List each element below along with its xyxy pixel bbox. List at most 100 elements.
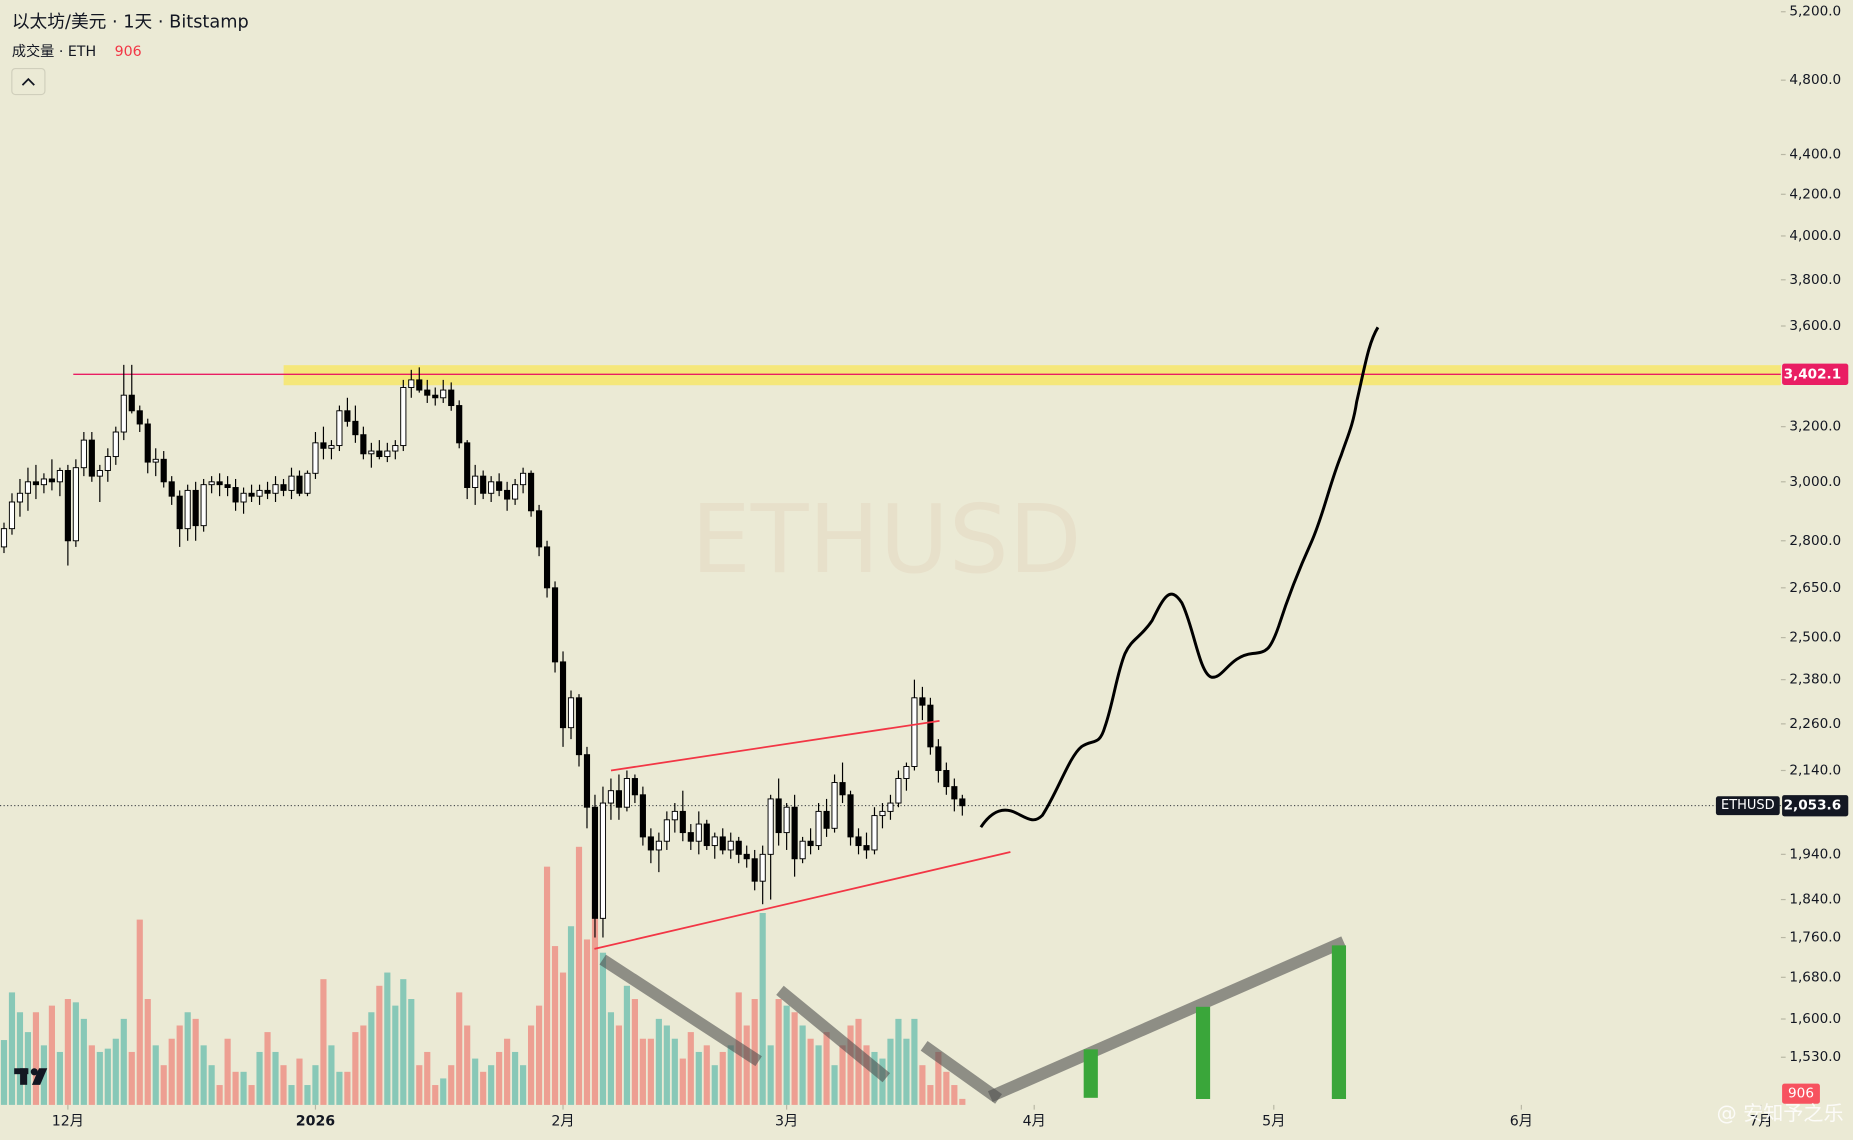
candle-body [679,810,686,834]
volume-bar [767,1045,774,1105]
volume-bar [512,1051,519,1105]
candle-body [895,778,902,804]
candle-body [280,484,287,491]
logo-part [31,1068,48,1085]
volume-bar [472,1058,479,1105]
candle-body [520,472,527,486]
candle-body [488,481,495,494]
volume-bar [208,1065,215,1105]
candle-body [296,475,303,494]
volume-bar [168,1038,175,1105]
y-tick-label: 4,400.0 [1789,147,1841,163]
volume-bar [184,1012,191,1105]
candle-body [400,387,407,447]
volume-bar [935,1051,942,1105]
candle-body [168,481,175,497]
candle-body [815,810,822,847]
price-label-box [1782,795,1849,817]
channel-line [610,719,940,772]
candle-body [128,394,135,412]
volume-bar [424,1051,431,1105]
credit-watermark: @ 安知予之乐 [1717,1101,1844,1125]
candle-body [959,798,966,807]
volume-bar [775,999,782,1105]
candle-body [424,389,431,396]
candle-body [871,815,878,851]
candle-body [575,697,583,756]
x-tick-label: 2026 [296,1113,336,1129]
volume-bar [88,1045,95,1105]
volume-bar [336,1071,343,1105]
volume-bar [783,1005,790,1105]
candle-body [655,840,662,851]
volume-bar [256,1051,263,1105]
volume-bar [112,1038,119,1105]
volume-bar [440,1078,447,1105]
volume-bar [400,979,407,1105]
volume-bar [192,1018,199,1105]
volume-bar [831,1065,838,1105]
volume-bar [591,899,599,1105]
logo [14,1068,48,1085]
candle-body [943,770,950,788]
volume-bar [280,1065,287,1105]
volume-bar [895,1018,902,1105]
volume-bar [408,999,415,1105]
header: 以太坊/美元 · 1天 · Bitstamp 成交量 · ETH 906 [11,11,249,96]
volume-bar [927,1085,934,1105]
volume-bar [344,1071,351,1105]
candle-body [935,746,942,771]
candle-body [376,450,383,458]
candle-body [176,495,183,530]
volume-bar [911,1018,918,1105]
volume-bar [687,1032,694,1105]
candle-body [528,472,535,512]
volume-bar [567,926,575,1105]
y-tick-label: 5,200.0 [1789,4,1841,20]
volume-bar [296,1058,303,1105]
y-tick-label: 3,600.0 [1789,318,1841,334]
logo-part [30,1068,38,1076]
volume-bar [504,1038,511,1105]
price-axis [1780,0,1853,1140]
volume-bar [304,1085,311,1105]
candle-body [847,794,854,838]
collapse-button[interactable] [11,67,46,96]
y-tick-label: 4,200.0 [1789,186,1841,202]
volume-bar [96,1051,103,1105]
volume-bar [16,1012,24,1105]
candle-body [751,858,758,882]
candle-body [839,782,846,796]
price-layer [0,364,966,938]
volume-bar [152,1045,159,1105]
volume-label-box [1782,1083,1820,1104]
last-price-label: 2,053.6 [1784,798,1842,814]
candle-body [320,442,327,449]
candle-body [695,823,702,842]
volume-bar [863,1045,870,1105]
volume-bar [416,1065,423,1105]
candle-body [599,802,607,919]
logo-part [20,1068,28,1085]
volume-bar [607,1012,615,1105]
x-tick-label: 5月 [1262,1113,1285,1129]
volume-bar [496,1051,503,1105]
candle-body [112,431,119,458]
y-tick-label: 4,000.0 [1789,228,1841,244]
candle-body [216,481,223,486]
background-layer: ETHUSD [691,485,1081,595]
volume-bar [64,999,71,1105]
volume-bar [32,1012,40,1105]
volume-bar [488,1065,495,1105]
volume-bar [48,1005,55,1105]
candle-body [919,697,926,706]
candle-body [480,475,487,494]
candle-body [344,410,351,422]
volume-bar [711,1065,718,1105]
y-tick-label: 2,500.0 [1789,630,1841,646]
volume-bar [703,1045,710,1105]
volume-bar [679,1058,686,1105]
candle-body [144,423,151,463]
candle-body [384,450,391,458]
